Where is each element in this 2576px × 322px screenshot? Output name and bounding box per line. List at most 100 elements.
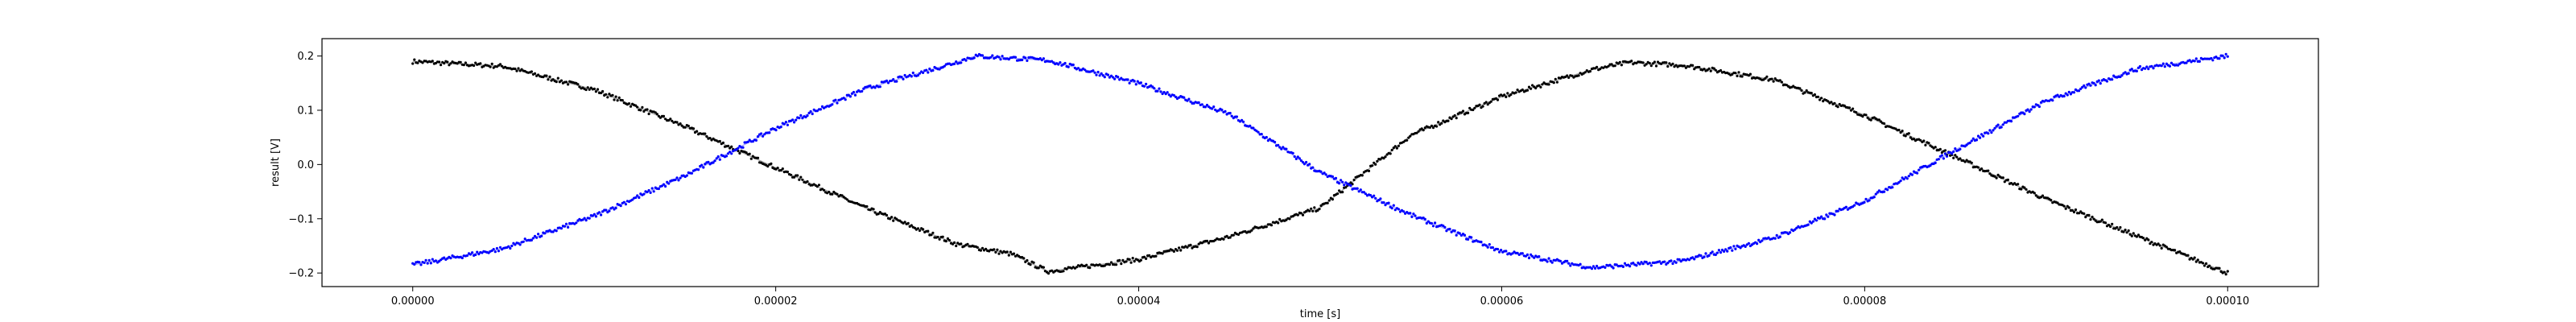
- data-point: [1945, 155, 1949, 158]
- data-point: [1805, 89, 1808, 93]
- data-point: [1691, 64, 1695, 67]
- data-point: [1268, 138, 1271, 141]
- data-point: [831, 192, 834, 196]
- data-point: [1062, 270, 1065, 273]
- data-point: [712, 161, 715, 164]
- data-point: [1968, 141, 1971, 145]
- data-point: [1877, 118, 1880, 122]
- data-point: [1373, 194, 1376, 197]
- data-point: [1278, 217, 1282, 221]
- data-point: [1205, 239, 1209, 242]
- data-point: [509, 246, 512, 250]
- data-point: [1910, 173, 1913, 176]
- data-point: [1794, 228, 1797, 231]
- data-point: [449, 257, 452, 260]
- data-point: [1230, 114, 1233, 118]
- data-point: [1139, 258, 1142, 262]
- data-point: [960, 242, 963, 246]
- data-point: [669, 118, 672, 121]
- data-point: [2157, 242, 2160, 246]
- data-point: [2132, 232, 2135, 235]
- data-point: [2037, 105, 2041, 109]
- data-point: [936, 235, 939, 239]
- data-point: [878, 85, 881, 89]
- data-point: [2152, 67, 2155, 70]
- data-point: [1988, 129, 1992, 132]
- data-point: [1241, 118, 1244, 122]
- data-point: [533, 72, 537, 75]
- data-point: [1905, 177, 1909, 180]
- data-point: [1326, 201, 1329, 204]
- data-point: [1717, 249, 1720, 252]
- data-point: [1425, 221, 1428, 225]
- data-point: [2223, 56, 2226, 60]
- data-point: [1838, 102, 1841, 106]
- data-point: [576, 83, 580, 86]
- data-point: [2105, 80, 2109, 83]
- data-point: [1872, 196, 1876, 199]
- data-point: [852, 90, 856, 94]
- data-point: [1883, 190, 1886, 193]
- data-point: [2136, 233, 2140, 237]
- data-point: [2130, 68, 2133, 71]
- data-point: [655, 113, 658, 116]
- data-point: [522, 240, 525, 243]
- data-point: [581, 218, 584, 221]
- data-point: [798, 117, 801, 120]
- data-point: [1108, 263, 1111, 266]
- data-point: [434, 259, 438, 262]
- data-point: [737, 147, 740, 150]
- data-point: [2051, 99, 2054, 102]
- data-point: [1331, 198, 1334, 201]
- data-point: [2185, 61, 2188, 64]
- data-point: [1827, 100, 1830, 103]
- data-point: [1409, 212, 1412, 215]
- data-point: [1142, 255, 1146, 258]
- data-point: [1534, 86, 1538, 90]
- data-point: [1757, 238, 1761, 242]
- data-point: [421, 61, 424, 64]
- data-point: [639, 109, 642, 112]
- data-point: [2203, 264, 2207, 267]
- data-point: [1818, 98, 1822, 101]
- data-point: [1285, 218, 1288, 221]
- data-point: [1654, 64, 1658, 68]
- data-point: [1384, 204, 1387, 207]
- y-axis-label: result [V]: [270, 138, 282, 187]
- data-point: [584, 88, 588, 92]
- data-point: [2144, 67, 2147, 70]
- data-point: [514, 67, 517, 71]
- data-point: [1260, 133, 1263, 136]
- data-point: [804, 115, 807, 119]
- data-point: [1379, 197, 1382, 200]
- data-point: [2003, 180, 2006, 184]
- data-point: [2135, 235, 2138, 238]
- data-point: [2188, 59, 2191, 62]
- data-point: [1178, 246, 1181, 250]
- data-point: [707, 160, 710, 163]
- data-point: [741, 146, 745, 149]
- data-point: [997, 56, 1001, 59]
- data-point: [2150, 241, 2153, 244]
- data-point: [596, 88, 600, 91]
- data-point: [1288, 217, 1291, 221]
- data-point: [2099, 220, 2102, 223]
- data-point: [1392, 204, 1395, 207]
- data-point: [2087, 82, 2091, 85]
- data-point: [1772, 80, 1775, 83]
- data-point: [2165, 246, 2168, 249]
- data-point: [1040, 59, 1043, 62]
- data-point: [462, 64, 465, 67]
- data-point: [1498, 250, 1501, 254]
- data-point: [1674, 64, 1678, 67]
- data-point: [1524, 254, 1527, 258]
- data-point: [853, 93, 857, 97]
- data-point: [890, 216, 894, 219]
- data-point: [1249, 124, 1252, 127]
- data-point: [1422, 129, 1425, 132]
- data-point: [429, 262, 432, 265]
- data-point: [989, 56, 993, 59]
- data-point: [1909, 136, 1912, 139]
- data-point: [947, 238, 951, 242]
- data-point: [756, 135, 760, 138]
